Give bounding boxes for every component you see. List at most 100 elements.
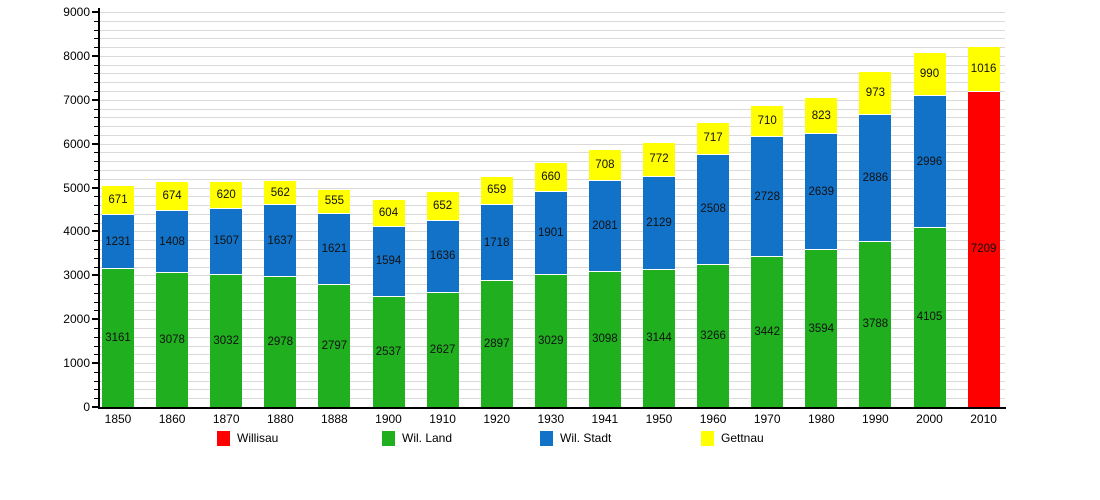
bar-segment-1960-wil-land: 3266 (697, 263, 730, 407)
x-axis-label-1888: 1888 (321, 412, 348, 426)
bar-segment-1860-wil-stadt: 1408 (156, 210, 189, 272)
bar-2010: 1016 7209 (967, 46, 1000, 407)
legend-item-willisau: Willisau (217, 430, 278, 446)
value-label: 1408 (159, 235, 185, 248)
y-axis-tick (94, 222, 98, 224)
gridline (100, 12, 1005, 13)
value-label: 3442 (754, 325, 780, 338)
value-label: 2639 (808, 185, 835, 198)
value-label: 562 (270, 186, 290, 199)
x-axis-label-1930: 1930 (537, 412, 565, 426)
y-axis-tick (92, 318, 98, 321)
bar-1880: 562 1637 2978 (264, 179, 297, 407)
value-label: 652 (433, 200, 453, 213)
y-axis-tick (94, 345, 98, 347)
y-axis-tick (94, 64, 98, 66)
x-axis-label-1970: 1970 (753, 412, 781, 426)
value-label: 717 (703, 132, 723, 145)
bar-segment-1870-gettnau: 620 (210, 180, 243, 208)
bar-1960: 717 2508 3266 (697, 122, 730, 407)
legend-swatch-willisau-icon (217, 430, 230, 446)
gridline (100, 38, 1005, 40)
x-axis-label-1960: 1960 (699, 412, 727, 426)
bar-segment-1990-gettnau: 973 (859, 71, 892, 115)
value-label: 710 (757, 115, 777, 128)
value-label: 1718 (483, 236, 510, 249)
x-axis-label-2000: 2000 (916, 412, 943, 426)
bar-1860: 674 1408 3078 (156, 180, 189, 407)
value-label: 2537 (375, 345, 402, 358)
legend-item-wil-stadt: Wil. Stadt (540, 430, 611, 446)
y-axis-tick (94, 336, 98, 338)
bar-segment-1850-wil-stadt: 1231 (102, 214, 134, 269)
x-axis-label-1880: 1880 (266, 412, 294, 426)
y-axis-tick (92, 98, 98, 101)
bar-segment-1850-gettnau: 671 (102, 184, 134, 215)
bar-segment-1970-wil-stadt: 2728 (751, 136, 784, 256)
gridline (100, 134, 1005, 136)
bar-segment-1910-wil-stadt: 1636 (426, 219, 459, 292)
y-axis-tick (92, 11, 98, 13)
y-axis-tick (94, 170, 98, 171)
bar-segment-1920-wil-land: 2897 (480, 279, 513, 407)
value-label: 3266 (700, 329, 726, 342)
bar-segment-1920-wil-stadt: 1718 (480, 204, 513, 280)
bar-segment-1888-wil-stadt: 1621 (318, 213, 351, 285)
x-axis-label-1920: 1920 (483, 412, 511, 426)
value-label: 3144 (646, 332, 672, 345)
bar-segment-1960-gettnau: 717 (697, 122, 730, 154)
value-label: 772 (649, 153, 669, 166)
gridline (100, 20, 1005, 22)
y-axis-label-0: 0 (83, 400, 90, 414)
y-axis-label-8000: 8000 (63, 48, 90, 63)
y-axis-tick (92, 230, 98, 233)
value-label: 1636 (429, 250, 456, 263)
x-axis-label-1870: 1870 (212, 412, 240, 426)
bar-1888: 555 1621 2797 (318, 188, 351, 407)
value-label: 1231 (105, 235, 131, 248)
bar-segment-1950-wil-stadt: 2129 (643, 175, 675, 269)
y-axis-label-9000: 9000 (63, 5, 90, 19)
bar-segment-2010-gettnau: 1016 (967, 46, 1000, 91)
value-label: 1594 (375, 255, 402, 268)
bar-1980: 823 2639 3594 (805, 97, 838, 407)
y-axis-tick (92, 362, 98, 365)
y-axis-tick (94, 389, 98, 391)
value-label: 1901 (538, 226, 564, 239)
value-label: 660 (541, 170, 561, 183)
gridline (100, 143, 1005, 145)
y-axis-tick (94, 398, 98, 400)
y-axis-label-3000: 3000 (63, 268, 90, 283)
bar-segment-1970-gettnau: 710 (751, 105, 784, 137)
gridline (100, 99, 1005, 101)
y-axis-tick (94, 82, 98, 84)
bar-segment-1860-gettnau: 674 (156, 180, 189, 211)
value-label: 3161 (105, 332, 131, 345)
bar-segment-1930-wil-stadt: 1901 (534, 190, 567, 275)
bar-segment-2000-gettnau: 990 (913, 51, 946, 96)
y-axis-tick (94, 284, 98, 286)
value-label: 3788 (862, 318, 889, 331)
y-axis-tick (94, 292, 98, 294)
value-label: 1016 (970, 62, 997, 75)
value-label: 2081 (592, 219, 618, 232)
bar-segment-1941-wil-land: 3098 (588, 271, 621, 407)
value-label: 604 (378, 206, 399, 219)
gridline (100, 55, 1005, 57)
y-axis-line (98, 8, 100, 408)
bar-1920: 659 1718 2897 (480, 175, 513, 407)
bar-segment-1880-wil-land: 2978 (264, 276, 297, 407)
legend-swatch-gettnau-icon (701, 430, 714, 446)
legend-label-willisau: Willisau (237, 431, 279, 445)
bar-segment-1900-wil-stadt: 1594 (372, 225, 405, 296)
y-axis-label-7000: 7000 (63, 92, 90, 107)
bar-1850: 671 1231 3161 (102, 184, 134, 407)
value-label: 3594 (808, 322, 835, 335)
bar-1950: 772 2129 3144 (643, 141, 675, 407)
bar-segment-1990-wil-stadt: 2886 (859, 114, 892, 241)
bar-segment-1900-gettnau: 604 (372, 199, 405, 226)
bar-segment-1930-wil-land: 3029 (534, 274, 567, 407)
y-axis-tick (94, 126, 98, 128)
bar-1970: 710 2728 3442 (751, 105, 784, 407)
value-label: 2886 (862, 171, 889, 184)
